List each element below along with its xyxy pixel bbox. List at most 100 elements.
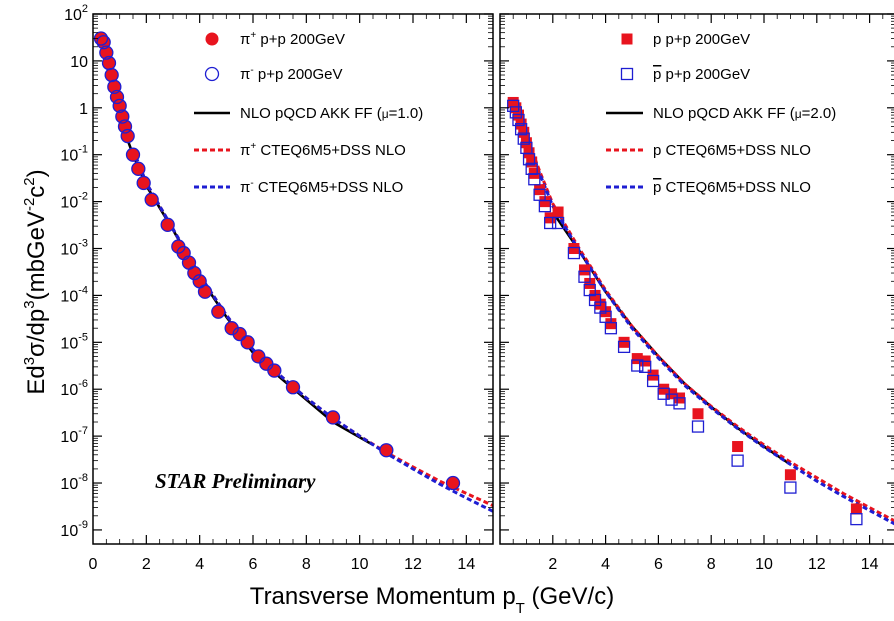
curve-left-1: [131, 148, 493, 507]
left-panel: π+ p+p 200GeV π- p+p 200GeV NLO pQCD AKK F…: [92, 13, 494, 545]
ytick-label: 10-8: [60, 472, 88, 493]
right-xtick-label: 14: [861, 556, 879, 573]
data-point-right-s1-30: [850, 512, 863, 526]
data-point-left-s1-29: [285, 380, 301, 395]
data-point-left-s1-11: [125, 147, 141, 162]
data-point-left-s1-14: [144, 192, 159, 207]
data-point-left-s0-21: [198, 285, 212, 299]
data-point-right-s1-8: [528, 173, 541, 186]
right-xtick-label: 12: [808, 556, 826, 573]
data-point-right-s0-14: [578, 264, 590, 276]
right-legend-1-marker: [620, 67, 634, 81]
x-axis-tick-labels: 0 2 4 6 8 10 12 14 2 4 6 8 10 12 14: [89, 556, 879, 573]
data-point-right-s0-7: [526, 156, 538, 168]
data-point-right-s1-19: [604, 322, 618, 335]
data-point-right-s1-1: [509, 106, 522, 119]
data-point-right-s1-6: [522, 153, 536, 166]
data-point-right-s1-14: [578, 270, 591, 283]
data-point-left-s1-6: [109, 89, 125, 105]
data-point-right-s0-4: [518, 126, 530, 138]
data-point-left-s1-7: [112, 98, 127, 114]
data-point-left-s0-29: [286, 380, 300, 394]
ytick-label: 10-7: [60, 425, 88, 446]
data-point-right-s0-27: [692, 408, 704, 420]
data-point-left-s1-1: [96, 35, 111, 50]
left-plot-area: [93, 31, 493, 513]
right-legend: p p+p 200GeV p p+p 200GeV NLO pQCD AKK FF …: [606, 31, 836, 196]
data-point-left-s1-22: [211, 304, 226, 319]
left-xtick-label: 12: [404, 556, 422, 573]
data-point-left-s1-30: [325, 410, 341, 425]
data-point-left-s1-8: [115, 109, 130, 124]
data-point-right-s0-30: [850, 503, 862, 515]
left-xtick-label: 14: [457, 556, 475, 573]
ytick-label: 10-6: [60, 378, 88, 399]
curve-left-2: [131, 148, 493, 513]
data-point-left-s0-15: [161, 218, 175, 232]
left-legend-0-label: π+ p+p 200GeV: [240, 30, 345, 48]
data-point-left-s0-31: [379, 443, 393, 457]
data-point-left-s0-20: [193, 274, 207, 288]
ytick-label: 10-2: [60, 191, 88, 212]
right-xtick-label: 10: [755, 556, 773, 573]
curve-left-0: [118, 117, 374, 447]
y-axis-label: Ed3σ/dp3(mbGeV-2c2): [21, 169, 50, 394]
left-axis-ticks: [93, 13, 493, 544]
data-point-right-s1-12: [551, 216, 565, 230]
data-point-right-s0-15: [584, 277, 596, 289]
right-xtick-label: 2: [548, 556, 557, 573]
data-point-left-s1-19: [187, 265, 202, 281]
data-point-right-s1-23: [646, 374, 660, 388]
data-point-right-s1-0: [507, 99, 520, 113]
data-point-right-s1-13: [567, 246, 581, 260]
data-point-right-s0-28: [732, 441, 744, 453]
data-point-left-s0-11: [126, 148, 140, 162]
left-legend-3-label: π+ CTEQ6M5+DSS NLO: [240, 141, 406, 159]
data-point-right-s1-27: [691, 420, 705, 433]
data-point-right-s0-20: [618, 336, 630, 348]
x-axis-label: Transverse Momentum pT (GeV/c): [250, 583, 614, 617]
data-point-left-s1-21: [197, 284, 213, 299]
data-point-left-s0-3: [102, 56, 116, 70]
left-xtick-label: 8: [302, 556, 311, 573]
data-point-right-s1-22: [639, 360, 652, 373]
ytick-label: 10-5: [60, 331, 88, 352]
data-point-right-s1-3: [514, 123, 528, 136]
data-point-left-s0-12: [131, 162, 145, 176]
right-xtick-label: 8: [707, 556, 716, 573]
data-point-left-s1-10: [120, 128, 135, 144]
right-xtick-label: 4: [601, 556, 610, 573]
data-point-right-s1-29: [784, 481, 797, 494]
left-legend-1-marker: [204, 66, 220, 82]
data-point-left-s1-32: [445, 475, 461, 491]
right-panel: p p+p 200GeV p p+p 200GeV NLO pQCD AKK FF …: [499, 13, 894, 545]
data-point-right-s0-13: [568, 243, 580, 255]
data-point-left-s0-30: [326, 410, 340, 424]
left-xtick-label: 6: [249, 556, 258, 573]
data-point-left-s1-13: [136, 175, 151, 191]
data-point-right-s0-29: [784, 469, 796, 481]
curve-right-0: [551, 211, 792, 466]
right-legend-4-label: p CTEQ6M5+DSS NLO: [653, 179, 811, 196]
data-point-left-s0-14: [145, 193, 159, 207]
right-legend-0-marker: [621, 33, 633, 45]
left-xtick-label: 2: [142, 556, 151, 573]
data-point-left-s0-22: [211, 305, 225, 319]
data-point-right-s1-26: [673, 397, 686, 410]
data-point-left-s0-32: [446, 476, 460, 490]
right-plot-area: [507, 96, 894, 526]
data-point-right-s1-28: [731, 454, 744, 467]
data-point-left-s1-24: [232, 326, 247, 342]
data-point-right-s1-10: [538, 200, 552, 213]
data-point-left-s1-15: [160, 217, 175, 232]
left-legend-2-label: NLO pQCD AKK FF (μ=1.0): [240, 105, 423, 122]
data-point-left-s0-13: [137, 176, 151, 190]
data-point-left-s1-2: [99, 45, 114, 60]
data-point-right-s1-11: [544, 216, 557, 230]
ytick-label: 10-3: [60, 238, 88, 259]
left-xtick-label: 10: [351, 556, 369, 573]
data-point-left-s1-26: [251, 349, 266, 364]
data-point-right-s1-2: [512, 113, 525, 127]
left-legend-0-marker: [205, 32, 219, 46]
right-panel-frame: [499, 13, 894, 545]
